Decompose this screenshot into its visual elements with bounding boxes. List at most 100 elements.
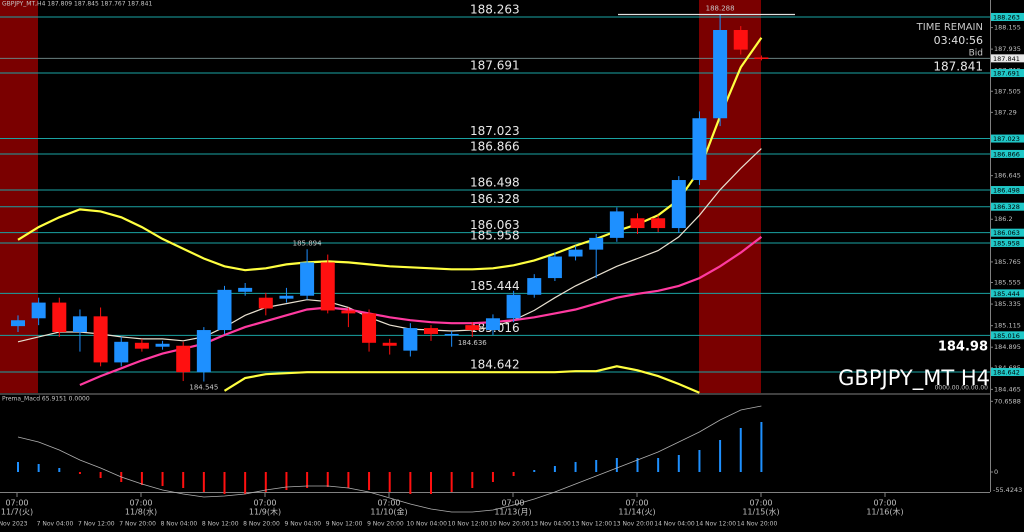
time-hour: 07:00 [377,499,400,508]
chart-header: GBPJPY_MT,H4 187.809 187.845 187.767 187… [2,1,152,8]
candle-body [52,302,67,333]
time-day: 11/13(月) [494,508,531,517]
level-axis-label: 185.016 [993,332,1020,340]
level-label: 186.866 [470,139,520,153]
candle-body [609,211,624,238]
candle-body [671,180,686,229]
candle-body [238,287,253,292]
axis-tick-label: 186.2 [994,215,1013,223]
time-tick-label: 9 Nov 04:00 [284,521,321,528]
macd-title: Prema_Macd 65.9151 0.0000 [2,396,90,403]
candle-body [11,320,25,327]
big-price: 184.98 [938,340,988,355]
level-axis-box [991,186,1024,195]
candle-body [72,316,87,333]
time-tick-label: 8 Nov 12:00 [202,521,239,528]
candle-body [217,289,232,331]
level-axis-label: 186.866 [993,150,1020,158]
axis-tick-label: 187.29 [994,108,1017,116]
axis-tick-label: 186.645 [994,172,1021,180]
time-tick-label: 7 Nov 20:00 [119,521,156,528]
session-band [699,0,761,393]
macd-min-label: -55.4243 [993,486,1022,494]
level-axis-box [991,331,1024,340]
candle-body [754,57,769,59]
axis-tick-label: 184.465 [994,385,1021,393]
candle-body [279,295,294,299]
macd-panel [17,405,763,513]
candle-body [527,278,542,295]
level-label: 185.958 [470,228,520,242]
candle-body [155,343,170,347]
axis-tick-label: 184.895 [994,343,1021,351]
time-tick-label: 13 Nov 12:00 [572,521,613,528]
indicator-line [17,148,762,343]
level-axis-label: 188.263 [993,13,1020,21]
time-tick-label: 7 Nov 04:00 [37,521,74,528]
candle-body [300,262,315,296]
bid-value: 187.841 [933,60,983,74]
time-hour: 07:00 [501,499,524,508]
level-axis-box [991,368,1024,377]
level-label: 186.498 [470,176,520,190]
time-tick-label: 13 Nov 20:00 [613,521,654,528]
time-day: 11/15(水) [742,507,779,517]
candle-body [547,256,562,279]
time-hour: 07:00 [129,499,152,508]
axis-tick-label: 187.935 [994,45,1021,53]
time-tick-label: 7 Nov 12:00 [78,521,115,528]
time-day: 11/16(木) [866,507,903,517]
time-tick-label: 8 Nov 04:00 [161,521,198,528]
level-label: 184.642 [470,358,520,372]
level-label: 186.063 [470,218,520,232]
axis-tick-label: 188.155 [994,24,1021,32]
level-axis-box [991,134,1024,143]
candle-body [506,294,521,319]
time-tick-label: 14 Nov 04:00 [654,521,695,528]
level-axis-box [991,202,1024,211]
level-axis-box [991,69,1024,78]
time-hour: 07:00 [749,499,772,508]
symbol-label: GBPJPY_MT H4 [838,366,990,391]
level-axis-label: 187.841 [993,55,1020,63]
level-axis-label: 187.023 [993,135,1020,143]
candle-body [320,262,335,311]
level-label: 188.263 [470,2,520,16]
candle-body [176,345,191,373]
level-axis-box [991,54,1024,63]
level-axis-label: 185.958 [993,239,1020,247]
session-band [0,0,38,393]
price-annotation: 185.894 [293,239,322,247]
time-tick-label: 14 Nov 20:00 [737,521,778,528]
time-tick-label: Nov 2023 [0,521,28,528]
level-axis-label: 186.328 [993,203,1020,211]
candle-body [651,218,666,229]
candle-body [196,330,211,373]
date-placeholder: 0000.00.00.00.00 [935,385,989,392]
candle-body [31,302,46,319]
level-axis-box [991,238,1024,247]
level-axis-label: 187.691 [993,70,1020,78]
price-annotation: 184.545 [189,384,218,392]
time-hour: 07:00 [625,499,648,508]
macd-tick-label: 0 [994,468,998,476]
level-axis-box [991,228,1024,237]
time-hour: 07:00 [5,499,28,508]
indicator-line [223,365,700,394]
level-axis-box [991,12,1024,21]
level-axis-label: 186.063 [993,229,1020,237]
level-axis-label: 186.498 [993,187,1020,195]
time-tick-label: 10 Nov 04:00 [406,521,447,528]
time-tick-label: 10 Nov 20:00 [489,521,530,528]
candle-body [630,218,645,229]
axis-tick-label: 185.115 [994,322,1021,330]
time-axis: 07:0011/7(火)07:0011/8(水)07:0011/9(木)07:0… [0,492,904,528]
time-tick-label: 10 Nov 12:00 [448,521,489,528]
macd-tick-label: 70.6588 [994,397,1021,405]
candle-body [134,342,149,349]
time-tick-label: 8 Nov 20:00 [243,521,280,528]
candle-body [713,30,728,119]
